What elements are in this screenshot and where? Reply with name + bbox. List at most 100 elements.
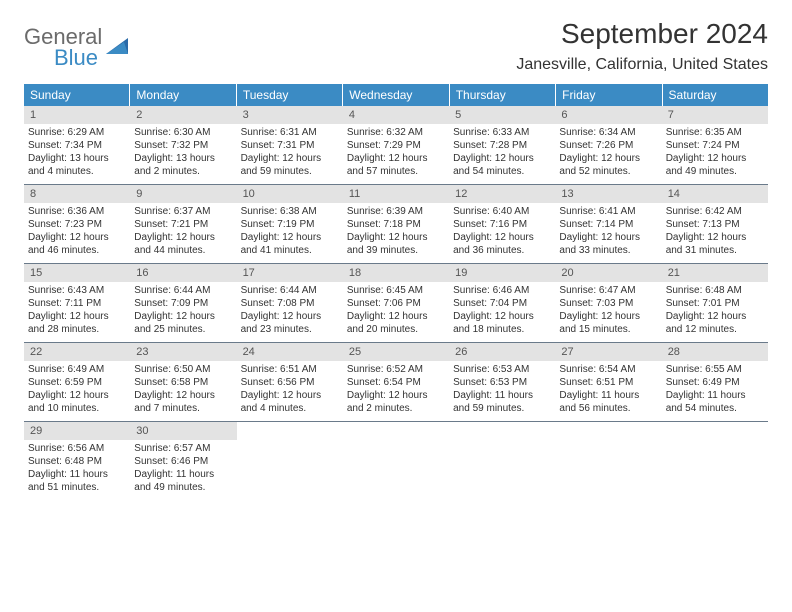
daylight-line: Daylight: 11 hours and 56 minutes. [559, 389, 657, 415]
daylight-line: Daylight: 12 hours and 15 minutes. [559, 310, 657, 336]
sunset-line: Sunset: 7:13 PM [666, 218, 764, 231]
daylight-line: Daylight: 12 hours and 36 minutes. [453, 231, 551, 257]
day-content: Sunrise: 6:34 AMSunset: 7:26 PMDaylight:… [555, 124, 661, 182]
day-number: 6 [555, 106, 661, 124]
sunset-line: Sunset: 7:01 PM [666, 297, 764, 310]
day-cell: 2Sunrise: 6:30 AMSunset: 7:32 PMDaylight… [130, 106, 236, 184]
sunset-line: Sunset: 6:58 PM [134, 376, 232, 389]
day-cell: 29Sunrise: 6:56 AMSunset: 6:48 PMDayligh… [24, 422, 130, 500]
daylight-line: Daylight: 13 hours and 2 minutes. [134, 152, 232, 178]
daylight-line: Daylight: 12 hours and 2 minutes. [347, 389, 445, 415]
daylight-line: Daylight: 12 hours and 7 minutes. [134, 389, 232, 415]
daylight-line: Daylight: 12 hours and 31 minutes. [666, 231, 764, 257]
daylight-line: Daylight: 12 hours and 4 minutes. [241, 389, 339, 415]
sunrise-line: Sunrise: 6:54 AM [559, 363, 657, 376]
day-content: Sunrise: 6:49 AMSunset: 6:59 PMDaylight:… [24, 361, 130, 419]
sunrise-line: Sunrise: 6:46 AM [453, 284, 551, 297]
day-content: Sunrise: 6:57 AMSunset: 6:46 PMDaylight:… [130, 440, 236, 498]
daylight-line: Daylight: 12 hours and 33 minutes. [559, 231, 657, 257]
day-content: Sunrise: 6:32 AMSunset: 7:29 PMDaylight:… [343, 124, 449, 182]
day-number: 3 [237, 106, 343, 124]
calendar-document: General Blue September 2024 Janesville, … [0, 0, 792, 518]
sunset-line: Sunset: 7:16 PM [453, 218, 551, 231]
day-cell: 7Sunrise: 6:35 AMSunset: 7:24 PMDaylight… [662, 106, 768, 184]
day-cell: 12 Sunrise: 6:40 AMSunset: 7:16 PMDayligh… [449, 185, 555, 263]
day-number: 7 [662, 106, 768, 124]
day-content: Sunrise: 6:30 AMSunset: 7:32 PMDaylight:… [130, 124, 236, 182]
day-number: 14 [662, 185, 768, 203]
day-cell [662, 422, 768, 500]
sunrise-line: Sunrise: 6:40 AM [453, 205, 551, 218]
day-number: 20 [555, 264, 661, 282]
logo: General Blue [24, 26, 132, 69]
sunrise-line: Sunrise: 6:39 AM [347, 205, 445, 218]
sunset-line: Sunset: 7:09 PM [134, 297, 232, 310]
logo-triangle-icon [106, 36, 132, 61]
sunrise-line: Sunrise: 6:36 AM [28, 205, 126, 218]
day-cell: 19Sunrise: 6:46 AMSunset: 7:04 PMDayligh… [449, 264, 555, 342]
day-cell: 11Sunrise: 6:39 AMSunset: 7:18 PMDayligh… [343, 185, 449, 263]
daylight-line: Daylight: 12 hours and 44 minutes. [134, 231, 232, 257]
sunrise-line: Sunrise: 6:49 AM [28, 363, 126, 376]
sunset-line: Sunset: 6:51 PM [559, 376, 657, 389]
day-content: Sunrise: 6:54 AMSunset: 6:51 PMDaylight:… [555, 361, 661, 419]
sunrise-line: Sunrise: 6:57 AM [134, 442, 232, 455]
day-number: 8 [24, 185, 130, 203]
sunset-line: Sunset: 6:54 PM [347, 376, 445, 389]
daylight-line: Daylight: 11 hours and 51 minutes. [28, 468, 126, 494]
day-number: 24 [237, 343, 343, 361]
day-cell [449, 422, 555, 500]
day-cell: 18Sunrise: 6:45 AMSunset: 7:06 PMDayligh… [343, 264, 449, 342]
week-row: 15Sunrise: 6:43 AMSunset: 7:11 PMDayligh… [24, 264, 768, 343]
sunrise-line: Sunrise: 6:53 AM [453, 363, 551, 376]
day-content: Sunrise: 6:31 AMSunset: 7:31 PMDaylight:… [237, 124, 343, 182]
sunset-line: Sunset: 6:56 PM [241, 376, 339, 389]
day-number: 21 [662, 264, 768, 282]
sunrise-line: Sunrise: 6:50 AM [134, 363, 232, 376]
day-content: Sunrise: 6:50 AMSunset: 6:58 PMDaylight:… [130, 361, 236, 419]
weekday-header: Saturday [663, 84, 768, 106]
daylight-line: Daylight: 12 hours and 28 minutes. [28, 310, 126, 336]
sunset-line: Sunset: 7:18 PM [347, 218, 445, 231]
day-content: Sunrise: 6:36 AMSunset: 7:23 PMDaylight:… [24, 203, 130, 261]
day-content: Sunrise: 6:45 AMSunset: 7:06 PMDaylight:… [343, 282, 449, 340]
day-cell [237, 422, 343, 500]
daylight-line: Daylight: 12 hours and 41 minutes. [241, 231, 339, 257]
sunrise-line: Sunrise: 6:43 AM [28, 284, 126, 297]
day-cell: 9Sunrise: 6:37 AMSunset: 7:21 PMDaylight… [130, 185, 236, 263]
sunset-line: Sunset: 6:49 PM [666, 376, 764, 389]
weekday-header-row: SundayMondayTuesdayWednesdayThursdayFrid… [24, 84, 768, 106]
sunset-line: Sunset: 7:23 PM [28, 218, 126, 231]
daylight-line: Daylight: 12 hours and 54 minutes. [453, 152, 551, 178]
day-content: Sunrise: 6:53 AMSunset: 6:53 PMDaylight:… [449, 361, 555, 419]
sunset-line: Sunset: 6:46 PM [134, 455, 232, 468]
week-row: 22Sunrise: 6:49 AMSunset: 6:59 PMDayligh… [24, 343, 768, 422]
sunset-line: Sunset: 7:04 PM [453, 297, 551, 310]
day-cell: 6Sunrise: 6:34 AMSunset: 7:26 PMDaylight… [555, 106, 661, 184]
daylight-line: Daylight: 12 hours and 12 minutes. [666, 310, 764, 336]
weeks-container: 1Sunrise: 6:29 AMSunset: 7:34 PMDaylight… [24, 106, 768, 500]
sunrise-line: Sunrise: 6:51 AM [241, 363, 339, 376]
sunset-line: Sunset: 7:21 PM [134, 218, 232, 231]
day-number: 18 [343, 264, 449, 282]
weekday-header: Monday [130, 84, 236, 106]
sunrise-line: Sunrise: 6:35 AM [666, 126, 764, 139]
sunrise-line: Sunrise: 6:45 AM [347, 284, 445, 297]
day-number: 1 [24, 106, 130, 124]
sunset-line: Sunset: 7:32 PM [134, 139, 232, 152]
sunset-line: Sunset: 7:19 PM [241, 218, 339, 231]
sunrise-line: Sunrise: 6:34 AM [559, 126, 657, 139]
day-cell [343, 422, 449, 500]
sunrise-line: Sunrise: 6:38 AM [241, 205, 339, 218]
day-content: Sunrise: 6:46 AMSunset: 7:04 PMDaylight:… [449, 282, 555, 340]
day-content: Sunrise: 6:29 AMSunset: 7:34 PMDaylight:… [24, 124, 130, 182]
day-content: Sunrise: 6:51 AMSunset: 6:56 PMDaylight:… [237, 361, 343, 419]
day-cell: 22Sunrise: 6:49 AMSunset: 6:59 PMDayligh… [24, 343, 130, 421]
weekday-header: Tuesday [237, 84, 343, 106]
sunrise-line: Sunrise: 6:33 AM [453, 126, 551, 139]
day-number: 12 [449, 185, 555, 203]
daylight-line: Daylight: 12 hours and 59 minutes. [241, 152, 339, 178]
day-number: 13 [555, 185, 661, 203]
weekday-header: Sunday [24, 84, 130, 106]
day-content: Sunrise: 6:39 AMSunset: 7:18 PMDaylight:… [343, 203, 449, 261]
